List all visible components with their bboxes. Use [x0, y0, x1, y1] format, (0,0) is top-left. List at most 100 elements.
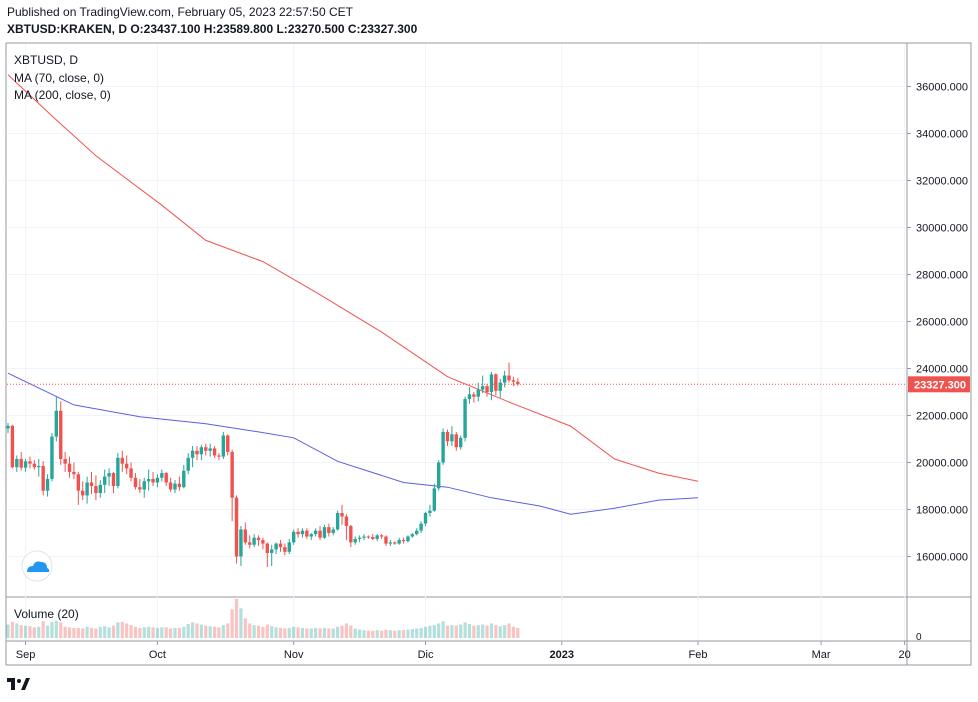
- candle-body: [318, 530, 322, 538]
- chart-frame: [5, 42, 972, 666]
- volume-bar: [239, 608, 243, 638]
- candle-body: [419, 523, 423, 531]
- candle-body: [230, 451, 234, 498]
- volume-bar: [481, 624, 485, 638]
- volume-bar: [375, 630, 379, 638]
- candle-body: [516, 381, 520, 385]
- volume-bar: [252, 625, 256, 638]
- volume-bar: [177, 627, 182, 638]
- candle-body: [19, 458, 23, 468]
- candle-body: [107, 473, 111, 477]
- volume-bar: [511, 626, 516, 638]
- candle-body: [313, 530, 318, 535]
- volume-bar: [445, 625, 450, 638]
- volume-bar: [454, 625, 458, 638]
- volume-bar: [423, 626, 428, 638]
- volume-bar: [10, 621, 14, 638]
- candle-body: [168, 482, 173, 490]
- candle-body: [63, 458, 67, 464]
- volume-bar: [89, 627, 94, 638]
- x-tick-label: Sep: [16, 649, 36, 661]
- last-price-label: 23327.300: [914, 379, 966, 391]
- volume-bar: [120, 621, 124, 638]
- candle-body: [335, 513, 340, 530]
- volume-bar: [208, 626, 212, 638]
- volume-bar: [94, 628, 98, 638]
- volume-bar: [379, 630, 384, 638]
- volume-bar: [366, 630, 370, 638]
- volume-bar: [476, 625, 480, 638]
- candle-body: [81, 490, 85, 496]
- candle-body: [291, 531, 296, 543]
- volume-bar: [125, 623, 129, 638]
- candle-body: [502, 375, 507, 383]
- candle-body: [494, 374, 498, 391]
- volume-bar: [173, 627, 177, 638]
- volume-bar: [353, 628, 357, 638]
- volume-bar: [336, 626, 340, 638]
- volume-bar: [278, 627, 283, 638]
- candle-body: [146, 478, 151, 482]
- candle-body: [511, 380, 516, 382]
- volume-bar: [111, 625, 116, 638]
- candle-body: [458, 437, 463, 448]
- volume-bar: [133, 626, 138, 638]
- candle-body: [151, 478, 155, 483]
- moving-averages: [7, 74, 699, 515]
- volume-bar: [59, 622, 63, 638]
- volume-bar: [164, 627, 168, 638]
- volume-bar: [450, 625, 454, 638]
- volume-bar: [459, 624, 463, 638]
- candle-body: [480, 386, 485, 390]
- candle-body: [353, 538, 357, 543]
- volume-bar: [265, 624, 269, 638]
- volume-bar: [98, 626, 102, 638]
- candle-body: [441, 431, 445, 463]
- volume-bar: [283, 628, 287, 638]
- volume-bar: [318, 628, 322, 638]
- ma70-line: [7, 372, 699, 515]
- candle-body: [116, 457, 120, 486]
- candle-body: [186, 457, 190, 471]
- volume-bar: [142, 627, 146, 638]
- volume-bar: [23, 625, 28, 638]
- volume-bar: [81, 628, 85, 638]
- volume-bar: [160, 627, 164, 638]
- volume-bar: [261, 626, 265, 638]
- candle-body: [59, 410, 63, 459]
- candle-body: [485, 386, 489, 392]
- candle-body: [239, 529, 243, 557]
- candle-body: [287, 542, 291, 552]
- candle-body: [28, 461, 32, 464]
- candle-body: [476, 389, 480, 397]
- candle-body: [379, 535, 384, 537]
- candle-body: [10, 425, 15, 468]
- volume-bar: [327, 628, 331, 638]
- volume-bar: [415, 628, 419, 638]
- volume-bar: [309, 628, 313, 638]
- candle-body: [406, 536, 410, 542]
- volume-bar: [296, 627, 300, 638]
- candle-body: [54, 410, 59, 437]
- volume-bar: [371, 630, 375, 638]
- tradingview-watermark[interactable]: [21, 550, 53, 582]
- volume-bar: [195, 623, 199, 638]
- candle-body: [67, 463, 72, 472]
- candle-body: [472, 394, 476, 397]
- tradingview-footer-logo[interactable]: [7, 674, 35, 694]
- volume-bar: [437, 623, 441, 638]
- candle-body: [252, 537, 256, 545]
- volume-bar: [489, 623, 494, 638]
- candle-body: [371, 536, 375, 539]
- volume-bar: [358, 629, 362, 638]
- candle-body: [437, 462, 441, 489]
- y-tick-label: 28000.000: [916, 270, 968, 282]
- candle-body: [164, 473, 168, 483]
- candle-body: [415, 530, 419, 535]
- close-value: 23327.300: [360, 22, 418, 36]
- volume-bar: [67, 627, 72, 638]
- candle-body: [300, 530, 305, 535]
- candle-body: [111, 473, 116, 486]
- volume-bar: [516, 627, 520, 638]
